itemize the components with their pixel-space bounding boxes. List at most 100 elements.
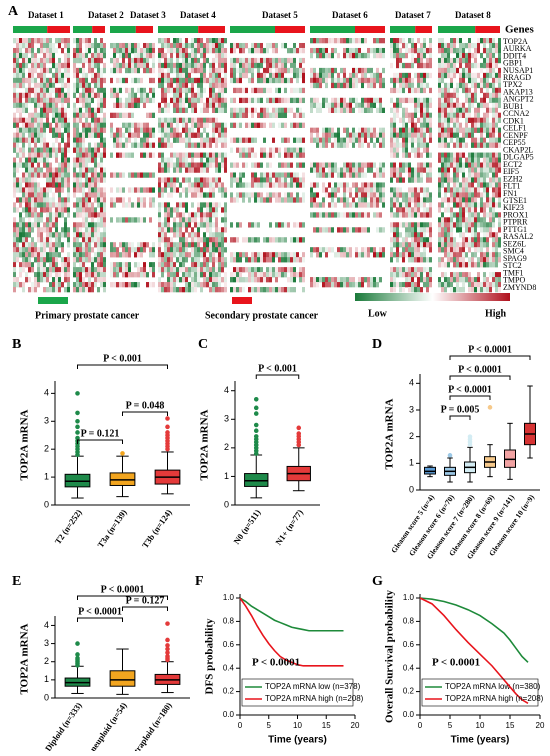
- heatmap-texture: [194, 252, 197, 258]
- heatmap-texture: [444, 197, 447, 203]
- heatmap-texture: [100, 57, 103, 64]
- heatmap-texture: [82, 77, 85, 84]
- heatmap-texture: [188, 217, 191, 223]
- heatmap-texture: [125, 77, 128, 84]
- heatmap-texture: [137, 217, 140, 223]
- heatmap-texture: [233, 172, 236, 178]
- heatmap-texture: [185, 227, 188, 233]
- heatmap-texture: [40, 262, 43, 268]
- heatmap-texture: [131, 187, 134, 193]
- heatmap-texture: [236, 57, 239, 64]
- heatmap-texture: [236, 162, 239, 168]
- heatmap-texture: [438, 82, 441, 89]
- heatmap-texture: [200, 192, 203, 198]
- heatmap-texture: [28, 162, 31, 168]
- heatmap-texture: [113, 132, 116, 138]
- heatmap-texture: [459, 182, 462, 188]
- heatmap-texture: [46, 57, 49, 64]
- heatmap-texture: [128, 92, 131, 99]
- heatmap-texture: [393, 282, 396, 288]
- heatmap-texture: [245, 182, 248, 188]
- heatmap-texture: [468, 167, 471, 173]
- heatmap-texture: [492, 192, 495, 198]
- heatmap-texture: [206, 57, 209, 64]
- heatmap-texture: [61, 117, 64, 123]
- heatmap-texture: [52, 97, 55, 104]
- heatmap-texture: [152, 42, 155, 49]
- heatmap-texture: [200, 132, 203, 138]
- heatmap-texture: [167, 262, 170, 268]
- heatmap-texture: [91, 132, 94, 138]
- heatmap-texture: [73, 272, 76, 278]
- heatmap-texture: [492, 92, 495, 99]
- heatmap-texture: [233, 87, 236, 94]
- heatmap-texture: [471, 142, 474, 148]
- heatmap-texture: [486, 92, 489, 99]
- heatmap-texture: [373, 47, 376, 54]
- heatmap-texture: [411, 207, 414, 213]
- heatmap-texture: [149, 282, 152, 288]
- heatmap-texture: [140, 92, 143, 99]
- heatmap-texture: [73, 212, 76, 218]
- heatmap-texture: [444, 277, 447, 283]
- heatmap-texture: [405, 227, 408, 233]
- heatmap-texture: [483, 112, 486, 118]
- heatmap-texture: [468, 182, 471, 188]
- heatmap-texture: [176, 207, 179, 213]
- heatmap-texture: [61, 137, 64, 143]
- heatmap-texture: [122, 42, 125, 49]
- heatmap-texture: [58, 277, 61, 283]
- heatmap-texture: [88, 152, 91, 158]
- heatmap-texture: [31, 227, 34, 233]
- heatmap-texture: [100, 152, 103, 158]
- heatmap-texture: [128, 252, 131, 258]
- heatmap-texture: [379, 72, 382, 79]
- heatmap-texture: [173, 277, 176, 283]
- heatmap-texture: [438, 67, 441, 74]
- heatmap-texture: [477, 202, 480, 208]
- heatmap-texture: [88, 212, 91, 218]
- heatmap-texture: [316, 162, 319, 168]
- heatmap-texture: [233, 277, 236, 283]
- heatmap-texture: [275, 197, 278, 203]
- heatmap-texture: [299, 72, 302, 79]
- heatmap-texture: [206, 157, 209, 163]
- heatmap-texture: [55, 182, 58, 188]
- heatmap-texture: [483, 237, 486, 243]
- heatmap-texture: [218, 247, 221, 253]
- heatmap-texture: [22, 162, 25, 168]
- heatmap-texture: [316, 172, 319, 178]
- heatmap-texture: [248, 122, 251, 128]
- heatmap-texture: [16, 57, 19, 64]
- heatmap-texture: [382, 252, 385, 258]
- heatmap-texture: [411, 122, 414, 128]
- heatmap-texture: [239, 267, 242, 273]
- heatmap-texture: [52, 202, 55, 208]
- heatmap-texture: [215, 212, 218, 218]
- heatmap-texture: [474, 207, 477, 213]
- heatmap-texture: [242, 57, 245, 64]
- heatmap-texture: [19, 77, 22, 84]
- heatmap-texture: [346, 142, 349, 148]
- heatmap-texture: [361, 137, 364, 143]
- heatmap-texture: [417, 147, 420, 153]
- heatmap-texture: [188, 242, 191, 248]
- heatmap-texture: [257, 57, 260, 64]
- heatmap-texture: [49, 102, 52, 109]
- heatmap-texture: [242, 182, 245, 188]
- heatmap-texture: [34, 247, 37, 253]
- heatmap-texture: [19, 42, 22, 49]
- heatmap-texture: [343, 107, 346, 114]
- heatmap-texture: [486, 127, 489, 133]
- heatmap-texture: [40, 197, 43, 203]
- heatmap-texture: [25, 42, 28, 49]
- heatmap-texture: [43, 87, 46, 94]
- heatmap-texture: [444, 152, 447, 158]
- heatmap-texture: [182, 272, 185, 278]
- heatmap-texture: [34, 142, 37, 148]
- heatmap-texture: [299, 122, 302, 128]
- heatmap-texture: [239, 97, 242, 104]
- heatmap-texture: [79, 247, 82, 253]
- heatmap-texture: [179, 167, 182, 173]
- heatmap-texture: [34, 242, 37, 248]
